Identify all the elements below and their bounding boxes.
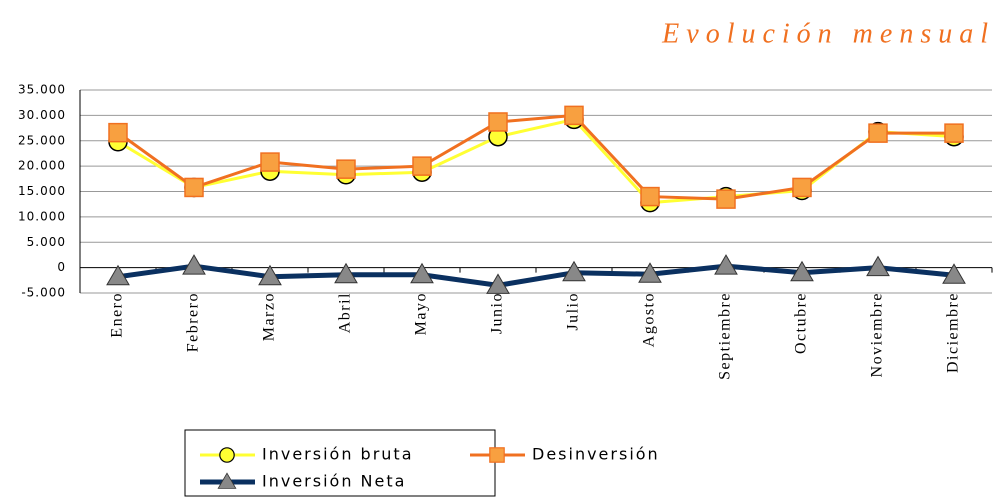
marker <box>184 177 204 198</box>
series-line <box>117 113 954 201</box>
y-tick-label: 25.000 <box>18 133 66 147</box>
marker <box>868 123 888 143</box>
x-tick-label: Agosto <box>641 292 658 347</box>
marker <box>640 186 660 207</box>
y-tick-label: 35.000 <box>18 83 66 97</box>
chart-title: Evolución mensual <box>661 18 995 49</box>
marker <box>866 255 890 277</box>
marker <box>562 260 586 282</box>
legend-label: Inversión bruta <box>262 445 414 464</box>
x-tick-label: Octubre <box>793 292 810 354</box>
marker <box>489 447 505 463</box>
series-line <box>117 117 955 205</box>
legend-label: Inversión Neta <box>262 472 406 491</box>
series-line <box>117 263 955 288</box>
x-tick-label: Diciembre <box>945 292 962 373</box>
marker <box>182 254 206 275</box>
y-tick-label: -5.000 <box>21 286 66 300</box>
marker <box>410 262 434 284</box>
x-tick-label: Abril <box>337 292 354 333</box>
marker <box>486 273 510 294</box>
marker <box>638 262 662 283</box>
marker <box>106 264 130 286</box>
x-tick-label: Febrero <box>185 292 202 352</box>
marker <box>336 159 356 179</box>
legend-box <box>184 429 496 497</box>
x-tick-label: Junio <box>489 292 506 334</box>
x-tick-label: Mayo <box>413 292 430 335</box>
y-tick-label: 30.000 <box>18 108 66 122</box>
marker <box>219 447 235 463</box>
y-tick-label: 0 <box>57 260 66 274</box>
x-tick-label: Septiembre <box>717 292 734 380</box>
marker <box>564 105 584 126</box>
y-tick-label: 5.000 <box>27 235 66 249</box>
marker <box>714 254 738 275</box>
marker <box>488 112 508 132</box>
marker <box>258 264 282 286</box>
x-tick-label: Enero <box>109 292 126 338</box>
marker <box>334 262 358 284</box>
y-tick-label: 20.000 <box>18 159 66 173</box>
y-tick-label: 15.000 <box>18 184 66 198</box>
marker <box>217 472 237 489</box>
marker <box>260 152 280 172</box>
x-tick-label: Noviembre <box>869 292 886 377</box>
legend-label: Desinversión <box>532 445 660 464</box>
x-tick-label: Julio <box>565 292 582 331</box>
marker <box>942 263 966 284</box>
marker <box>792 177 812 198</box>
marker <box>412 156 432 176</box>
marker <box>790 260 814 282</box>
y-tick-label: 10.000 <box>18 209 66 223</box>
marker <box>716 189 736 209</box>
marker <box>944 123 964 143</box>
marker <box>108 122 128 143</box>
x-tick-label: Marzo <box>261 292 278 341</box>
